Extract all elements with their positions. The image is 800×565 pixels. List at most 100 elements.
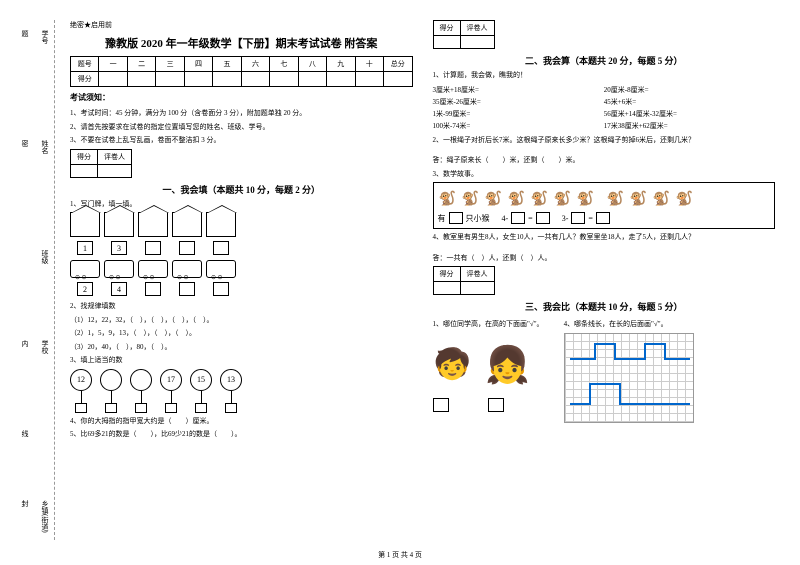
compare-row: 1、哪位同学高，在高的下面画"√"。 🧒 👧 4、哪条线长，在长的后面画"√"。 (433, 316, 776, 423)
question-text: 4、教室里有男生8人，女生10人，一共有几人？教室里坐18人，走了5人，还剩几人… (433, 232, 776, 243)
sign-item: 17 (160, 369, 182, 413)
section-score-box: 得分评卷人 (433, 20, 495, 49)
header-cell: 二 (127, 57, 155, 72)
binding-mark: 密 (20, 140, 30, 147)
house-item: 1 (70, 212, 100, 257)
kid-icon: 👧 (488, 335, 528, 395)
kids-row: 🧒 👧 (433, 335, 544, 412)
score-cell (71, 164, 98, 177)
sign-item: 12 (70, 369, 92, 413)
binding-margin: 学号 题 姓名 密 班级 学校 内 线 乡镇(街道) 封 (5, 20, 55, 540)
sign-value: 17 (160, 369, 182, 391)
monkey-icon: 🐒 (652, 189, 672, 209)
binding-label: 姓名 (40, 140, 50, 154)
eq-text: = (588, 214, 593, 223)
header-cell: 八 (298, 57, 326, 72)
score-cell (383, 72, 412, 87)
houses-row: 1 3 (70, 212, 413, 257)
question-text: 2、一根绳子对折后长7米。这根绳子原来长多少米？这根绳子剪掉6米后，还剩几米？ (433, 135, 776, 146)
monkey-icon: 🐒 (461, 189, 481, 209)
house-item (206, 212, 236, 257)
question-text: 1、哪位同学高，在高的下面画"√"。 (433, 319, 544, 330)
line-grid (564, 333, 694, 423)
score-cell (355, 72, 383, 87)
monkey-equation: 有只小猴 4-= 3-= (438, 212, 771, 224)
house-number: 3 (111, 241, 127, 255)
sign-item: 15 (190, 369, 212, 413)
right-column: 得分评卷人 二、我会算（本题共 20 分，每题 5 分） 1、计算题，我会做，瞧… (423, 20, 786, 550)
house-item: 3 (104, 212, 134, 257)
binding-label: 学校 (40, 340, 50, 354)
question-text: 5、比69多21的数是（ ），比69少21的数是（ ）。 (70, 429, 413, 440)
score-cell (327, 72, 355, 87)
binding-mark: 题 (20, 30, 30, 37)
bus-item: 4 (104, 260, 134, 298)
answer-box (596, 212, 610, 224)
section-score-box: 得分评卷人 (70, 149, 132, 178)
exam-title: 豫教版 2020 年一年级数学【下册】期末考试试卷 附答案 (70, 35, 413, 51)
house-number (145, 241, 161, 255)
eq-text: = (528, 214, 533, 223)
question-subitem: （2）1，5，9，13，（ ），（ ），（ ）。 (70, 328, 413, 339)
section-title: 三、我会比（本题共 10 分，每题 5 分） (433, 300, 776, 313)
grader-label: 评卷人 (460, 21, 494, 36)
sign-value (100, 369, 122, 391)
score-label: 得分 (433, 267, 460, 282)
answer-box (449, 212, 463, 224)
question-text: 4、你的大拇指的指甲宽大约是（ ）厘米。 (70, 416, 413, 427)
calc-item: 45米+6米= (604, 97, 775, 107)
bus-number (213, 282, 229, 296)
score-cell (270, 72, 298, 87)
line-chart-icon (565, 334, 695, 424)
score-label: 得分 (433, 21, 460, 36)
score-cell (213, 72, 241, 87)
header-cell: 题号 (71, 57, 99, 72)
header-cell: 九 (327, 57, 355, 72)
answer-box (571, 212, 585, 224)
header-cell: 六 (241, 57, 269, 72)
question-text: 3、填上适当的数 (70, 355, 413, 366)
binding-mark: 线 (20, 430, 30, 437)
compare-left: 1、哪位同学高，在高的下面画"√"。 🧒 👧 (433, 316, 544, 423)
bus-item: 2 (70, 260, 100, 298)
left-column: 绝密★启用前 豫教版 2020 年一年级数学【下册】期末考试试卷 附答案 题号 … (60, 20, 423, 550)
header-cell: 三 (156, 57, 184, 72)
notice-item: 2、请首先按要求在试卷的指定位置填写您的姓名、班级、学号。 (70, 122, 413, 133)
calc-grid: 3厘米+18厘米= 20厘米-8厘米= 35厘米-26厘米= 45米+6米= 1… (433, 84, 776, 132)
page-footer: 第 1 页 共 4 页 (378, 550, 422, 560)
calc-item: 20厘米-8厘米= (604, 85, 775, 95)
calc-item: 17米38厘米+62厘米= (604, 121, 775, 131)
score-cell (184, 72, 212, 87)
section-score-box: 得分评卷人 (433, 266, 495, 295)
score-label: 得分 (71, 72, 99, 87)
binding-mark: 内 (20, 340, 30, 347)
sign-value: 15 (190, 369, 212, 391)
score-cell (298, 72, 326, 87)
grader-cell (460, 282, 494, 295)
answer-box (433, 398, 449, 412)
kid-item: 👧 (488, 335, 528, 412)
notice-title: 考试须知： (70, 92, 413, 103)
question-subitem: （1）12，22，32，（ ），（ ），（ ），（ ）。 (70, 315, 413, 326)
monkey-icon: 🐒 (438, 189, 458, 209)
monkey-icon: 🐒 (629, 189, 649, 209)
notice-item: 3、不要在试卷上乱写乱画，卷面不整洁扣 3 分。 (70, 135, 413, 146)
score-cell (156, 72, 184, 87)
bus-number: 2 (77, 282, 93, 296)
header-cell: 五 (213, 57, 241, 72)
question-text: 4、哪条线长，在长的后面画"√"。 (564, 319, 694, 330)
score-cell (433, 282, 460, 295)
sign-item (130, 369, 152, 413)
question-text: 2、找规律填数 (70, 301, 413, 312)
bus-number (179, 282, 195, 296)
answer-box (488, 398, 504, 412)
confidential-mark: 绝密★启用前 (70, 20, 413, 30)
calc-item: 56厘米+14厘米-32厘米= (604, 109, 775, 119)
eq-text: 有 (438, 213, 446, 224)
bus-number: 4 (111, 282, 127, 296)
house-item (138, 212, 168, 257)
page-container: 绝密★启用前 豫教版 2020 年一年级数学【下册】期末考试试卷 附答案 题号 … (0, 0, 800, 565)
header-cell: 一 (99, 57, 127, 72)
bus-item (206, 260, 236, 298)
section-title: 一、我会填（本题共 10 分，每题 2 分） (70, 183, 413, 196)
